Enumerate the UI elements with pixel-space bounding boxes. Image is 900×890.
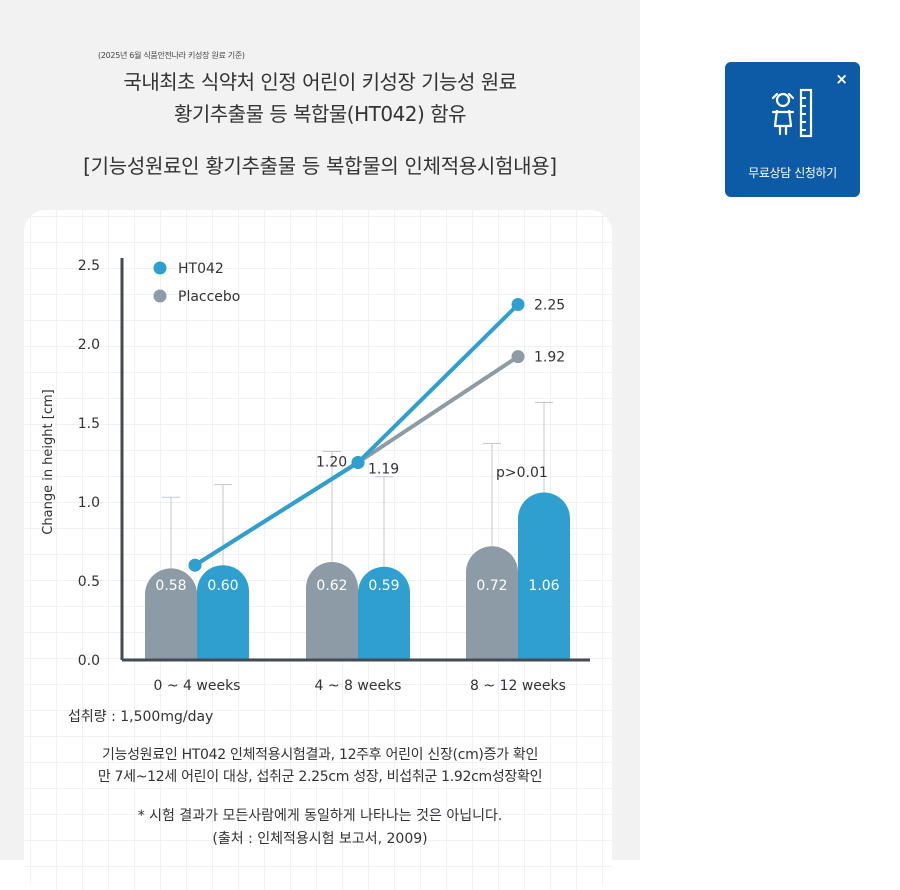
line-end-label: 2.25	[534, 298, 565, 314]
headline-line-2: 황기추출물 등 복합물(HT042) 함유	[173, 102, 467, 126]
content-panel: (2025년 6월 식품안전나라 키성장 원료 기준) 국내최초 식약처 인정 …	[0, 0, 640, 890]
chart-card: 0.58 0.62 0.72 0.60 0.59 1.06 0.0 0.5 1.0 1.5 2.0 2…	[24, 210, 612, 890]
bar-value-label: 0.58	[155, 578, 186, 594]
placebo-bar	[145, 568, 197, 660]
ht042-point	[351, 456, 365, 469]
intake-dosage: 섭취량 : 1,500mg/day	[68, 709, 214, 725]
placebo-bar	[466, 546, 518, 660]
source-note: (출처 : 인체적용시험 보고서, 2009)	[212, 831, 428, 847]
bar-value-label: 0.60	[207, 578, 238, 594]
bar-value-label: 1.06	[528, 578, 559, 594]
y-axis-label: Change in height [cm]	[41, 389, 56, 534]
free-consult-button[interactable]: × 무료상담 신청하기	[725, 62, 860, 197]
ht042-point	[188, 558, 202, 572]
legend-label: HT042	[178, 261, 224, 277]
criteria-note: (2025년 6월 식품안전나라 키성장 원료 기준)	[98, 51, 245, 60]
ht042-bar	[358, 566, 410, 660]
bar-value-label: 0.72	[476, 578, 507, 594]
placebo-point	[511, 350, 525, 364]
ht042-bar	[518, 492, 570, 660]
y-tick-label: 0.5	[78, 574, 100, 590]
result-description-2: 만 7세~12세 어린이 대상, 섭취군 2.25cm 성장, 비섭취군 1.9…	[97, 769, 543, 785]
height-change-chart: 0.58 0.62 0.72 0.60 0.59 1.06 0.0 0.5 1.0 1.5 2.0 2…	[41, 258, 590, 690]
ht042-mid-label: 1.20	[316, 455, 347, 471]
bar-value-label: 0.59	[368, 578, 399, 594]
ht042-line	[193, 303, 520, 567]
y-tick-label: 1.0	[78, 495, 100, 511]
y-tick-label: 0.0	[78, 653, 100, 669]
legend-marker	[153, 261, 167, 275]
legend-marker	[153, 289, 167, 303]
close-icon[interactable]: ×	[835, 70, 848, 88]
disclaimer-note: * 시험 결과가 모든사람에게 동일하게 나타나는 것은 아닙니다.	[137, 808, 503, 824]
headline-line-1: 국내최초 식약처 인정 어린이 키성장 기능성 원료	[123, 70, 517, 94]
x-category-label: 0 ~ 4 weeks	[154, 678, 241, 690]
result-description-1: 기능성원료인 HT042 인체적용시험결과, 12주후 어린이 신장(cm)증가…	[101, 747, 539, 763]
line-end-label: 1.92	[534, 350, 565, 366]
p-value-annotation: p>0.01	[496, 465, 548, 481]
y-tick-label: 2.0	[78, 337, 100, 353]
y-tick-label: 2.5	[78, 258, 100, 274]
ht042-point	[511, 298, 525, 311]
placebo-bar	[306, 562, 358, 660]
placebo-mid-label: 1.19	[368, 462, 399, 478]
x-category-label: 4 ~ 8 weeks	[315, 678, 402, 690]
consult-button-label: 무료상담 신청하기	[748, 166, 837, 180]
legend-label: Placcebo	[178, 289, 240, 305]
section-subheading: [기능성원료인 황기추출물 등 복합물의 인체적용시험내용]	[83, 154, 557, 178]
bar-value-label: 0.62	[316, 578, 347, 594]
x-category-label: 8 ~ 12 weeks	[470, 678, 566, 690]
y-tick-label: 1.5	[78, 416, 100, 432]
ht042-bar	[197, 565, 250, 660]
child-height-ruler-icon	[765, 86, 821, 142]
